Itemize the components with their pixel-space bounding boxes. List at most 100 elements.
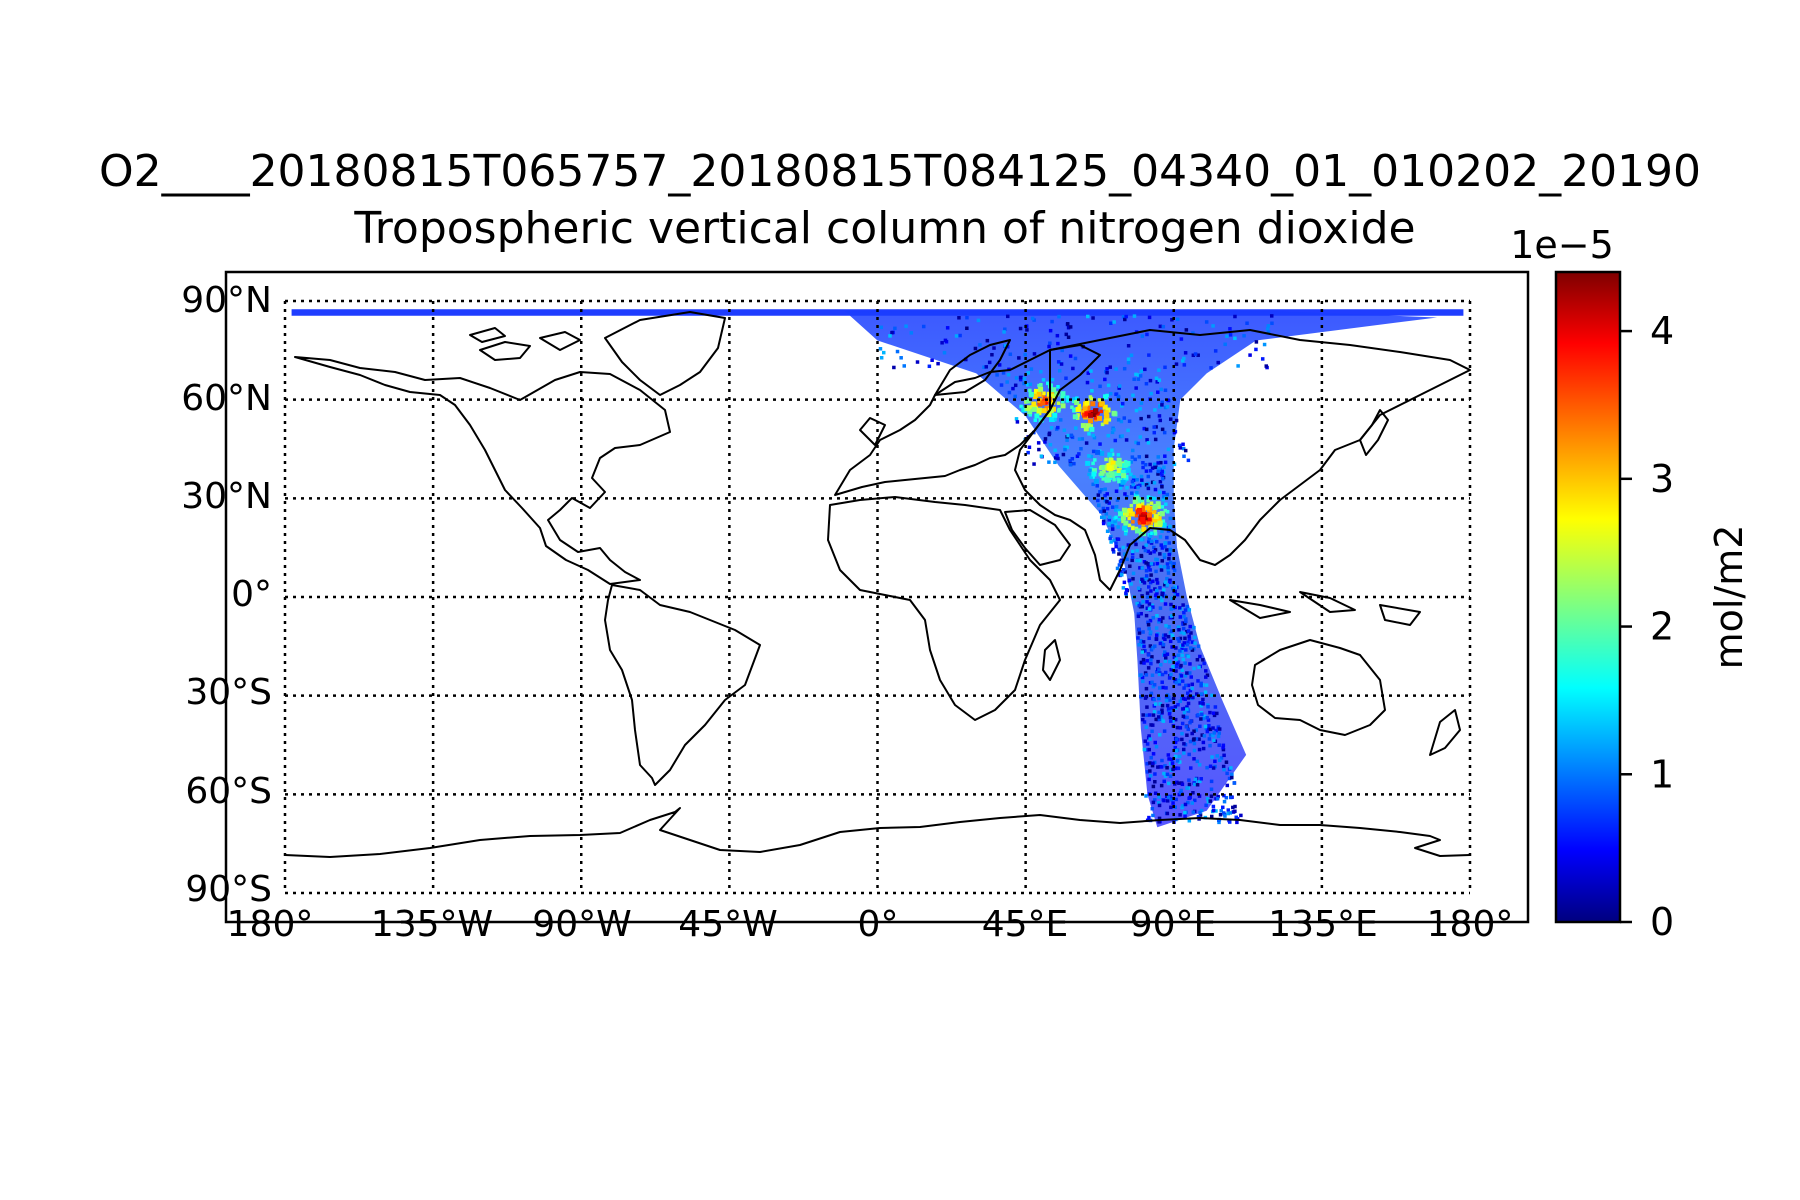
no2-pixel xyxy=(1158,606,1163,610)
no2-pixel xyxy=(1145,438,1149,442)
no2-pixel xyxy=(1160,484,1164,489)
no2-pixel xyxy=(1068,459,1072,463)
no2-hotspot-pixel xyxy=(1136,503,1142,509)
no2-pixel xyxy=(1221,805,1225,810)
no2-hotspot-pixel xyxy=(1054,391,1060,397)
no2-pixel xyxy=(1269,314,1274,318)
no2-pixel xyxy=(1117,517,1121,522)
no2-pixel xyxy=(1145,705,1149,709)
no2-pixel xyxy=(1209,787,1214,792)
no2-pixel xyxy=(1163,365,1167,370)
no2-pixel xyxy=(1148,774,1153,778)
no2-pixel xyxy=(1206,705,1210,709)
no2-pixel xyxy=(1140,478,1144,482)
no2-pixel xyxy=(1186,654,1191,659)
no2-pixel xyxy=(1177,443,1182,448)
no2-pixel xyxy=(1105,529,1110,534)
no2-pixel xyxy=(1150,531,1154,536)
no2-hotspot-pixel xyxy=(1125,467,1131,473)
no2-pixel xyxy=(1099,515,1104,520)
no2-pixel xyxy=(888,334,892,338)
no2-pixel xyxy=(1227,820,1232,824)
no2-pixel xyxy=(1127,516,1132,521)
no2-pixel xyxy=(1193,352,1198,356)
no2-pixel xyxy=(1161,324,1166,329)
no2-pixel xyxy=(1163,774,1168,778)
no2-pixel xyxy=(1112,477,1116,482)
no2-pixel xyxy=(1149,391,1153,396)
no2-pixel xyxy=(1145,713,1149,718)
no2-pixel xyxy=(1176,637,1180,641)
no2-pixel xyxy=(1168,516,1173,521)
lon-tick-label: 135°W xyxy=(371,904,493,945)
no2-pixel xyxy=(1199,692,1204,696)
no2-pixel xyxy=(1180,737,1184,742)
no2-pixel xyxy=(1218,812,1223,817)
no2-pixel xyxy=(1126,543,1131,547)
no2-pixel xyxy=(1130,455,1135,459)
no2-hotspot-pixel xyxy=(1036,391,1042,397)
no2-pixel xyxy=(1115,498,1120,502)
no2-pixel xyxy=(1152,510,1157,514)
no2-hotspot-pixel xyxy=(1123,510,1129,516)
no2-hotspot-pixel xyxy=(1031,401,1037,407)
no2-pixel xyxy=(1185,604,1189,609)
no2-pixel xyxy=(1199,681,1203,686)
no2-pixel xyxy=(1068,354,1073,358)
no2-pixel xyxy=(1262,342,1267,347)
no2-pixel xyxy=(1118,486,1123,490)
no2-pixel xyxy=(1164,624,1168,628)
no2-pixel xyxy=(1177,628,1181,632)
no2-pixel xyxy=(1154,637,1159,641)
no2-pixel xyxy=(1106,383,1111,388)
no2-pixel xyxy=(1155,539,1159,544)
no2-pixel xyxy=(1098,442,1102,446)
no2-pixel xyxy=(995,373,999,377)
no2-hotspot-pixel xyxy=(1036,410,1042,416)
no2-pixel xyxy=(1057,314,1061,319)
no2-pixel xyxy=(1135,558,1139,563)
no2-pixel xyxy=(1159,714,1163,719)
no2-pixel xyxy=(1221,745,1225,750)
no2-pixel xyxy=(1152,682,1157,687)
no2-pixel xyxy=(1173,754,1178,759)
no2-pixel xyxy=(1185,642,1190,647)
no2-pixel xyxy=(1033,418,1038,423)
no2-pixel xyxy=(1193,782,1197,787)
no2-pixel xyxy=(1168,524,1172,529)
no2-pixel xyxy=(1154,744,1159,749)
no2-pixel xyxy=(1264,364,1269,368)
no2-pixel xyxy=(1178,726,1183,730)
no2-pixel xyxy=(1103,487,1107,491)
no2-pixel xyxy=(1003,343,1008,348)
no2-pixel xyxy=(1203,724,1208,729)
no2-pixel xyxy=(1140,334,1145,338)
no2-pixel xyxy=(1129,503,1134,508)
no2-hotspot-pixel xyxy=(1144,505,1150,511)
no2-pixel xyxy=(1228,327,1232,331)
no2-pixel xyxy=(1208,764,1213,769)
no2-pixel xyxy=(1221,747,1226,752)
no2-pixel xyxy=(1118,559,1123,564)
no2-pixel xyxy=(1116,537,1121,541)
no2-pixel xyxy=(1153,487,1158,492)
no2-hotspot-pixel xyxy=(1102,404,1108,410)
no2-hotspot-pixel xyxy=(1135,509,1141,515)
no2-pixel xyxy=(1157,668,1161,672)
no2-pixel xyxy=(1160,476,1165,481)
no2-pixel xyxy=(1174,669,1178,673)
no2-pixel xyxy=(1151,752,1156,756)
no2-pixel xyxy=(1208,743,1212,748)
no2-pixel xyxy=(1159,783,1164,788)
no2-pixel xyxy=(1143,462,1148,467)
no2-pixel xyxy=(1186,683,1191,688)
no2-hotspot-pixel xyxy=(1129,511,1135,517)
no2-pixel xyxy=(881,350,886,355)
no2-pixel xyxy=(1150,680,1154,685)
no2-pixel xyxy=(1204,803,1208,808)
no2-pixel xyxy=(1148,580,1153,585)
no2-pixel xyxy=(1153,772,1157,776)
no2-pixel xyxy=(1091,482,1095,487)
no2-pixel xyxy=(999,383,1004,387)
